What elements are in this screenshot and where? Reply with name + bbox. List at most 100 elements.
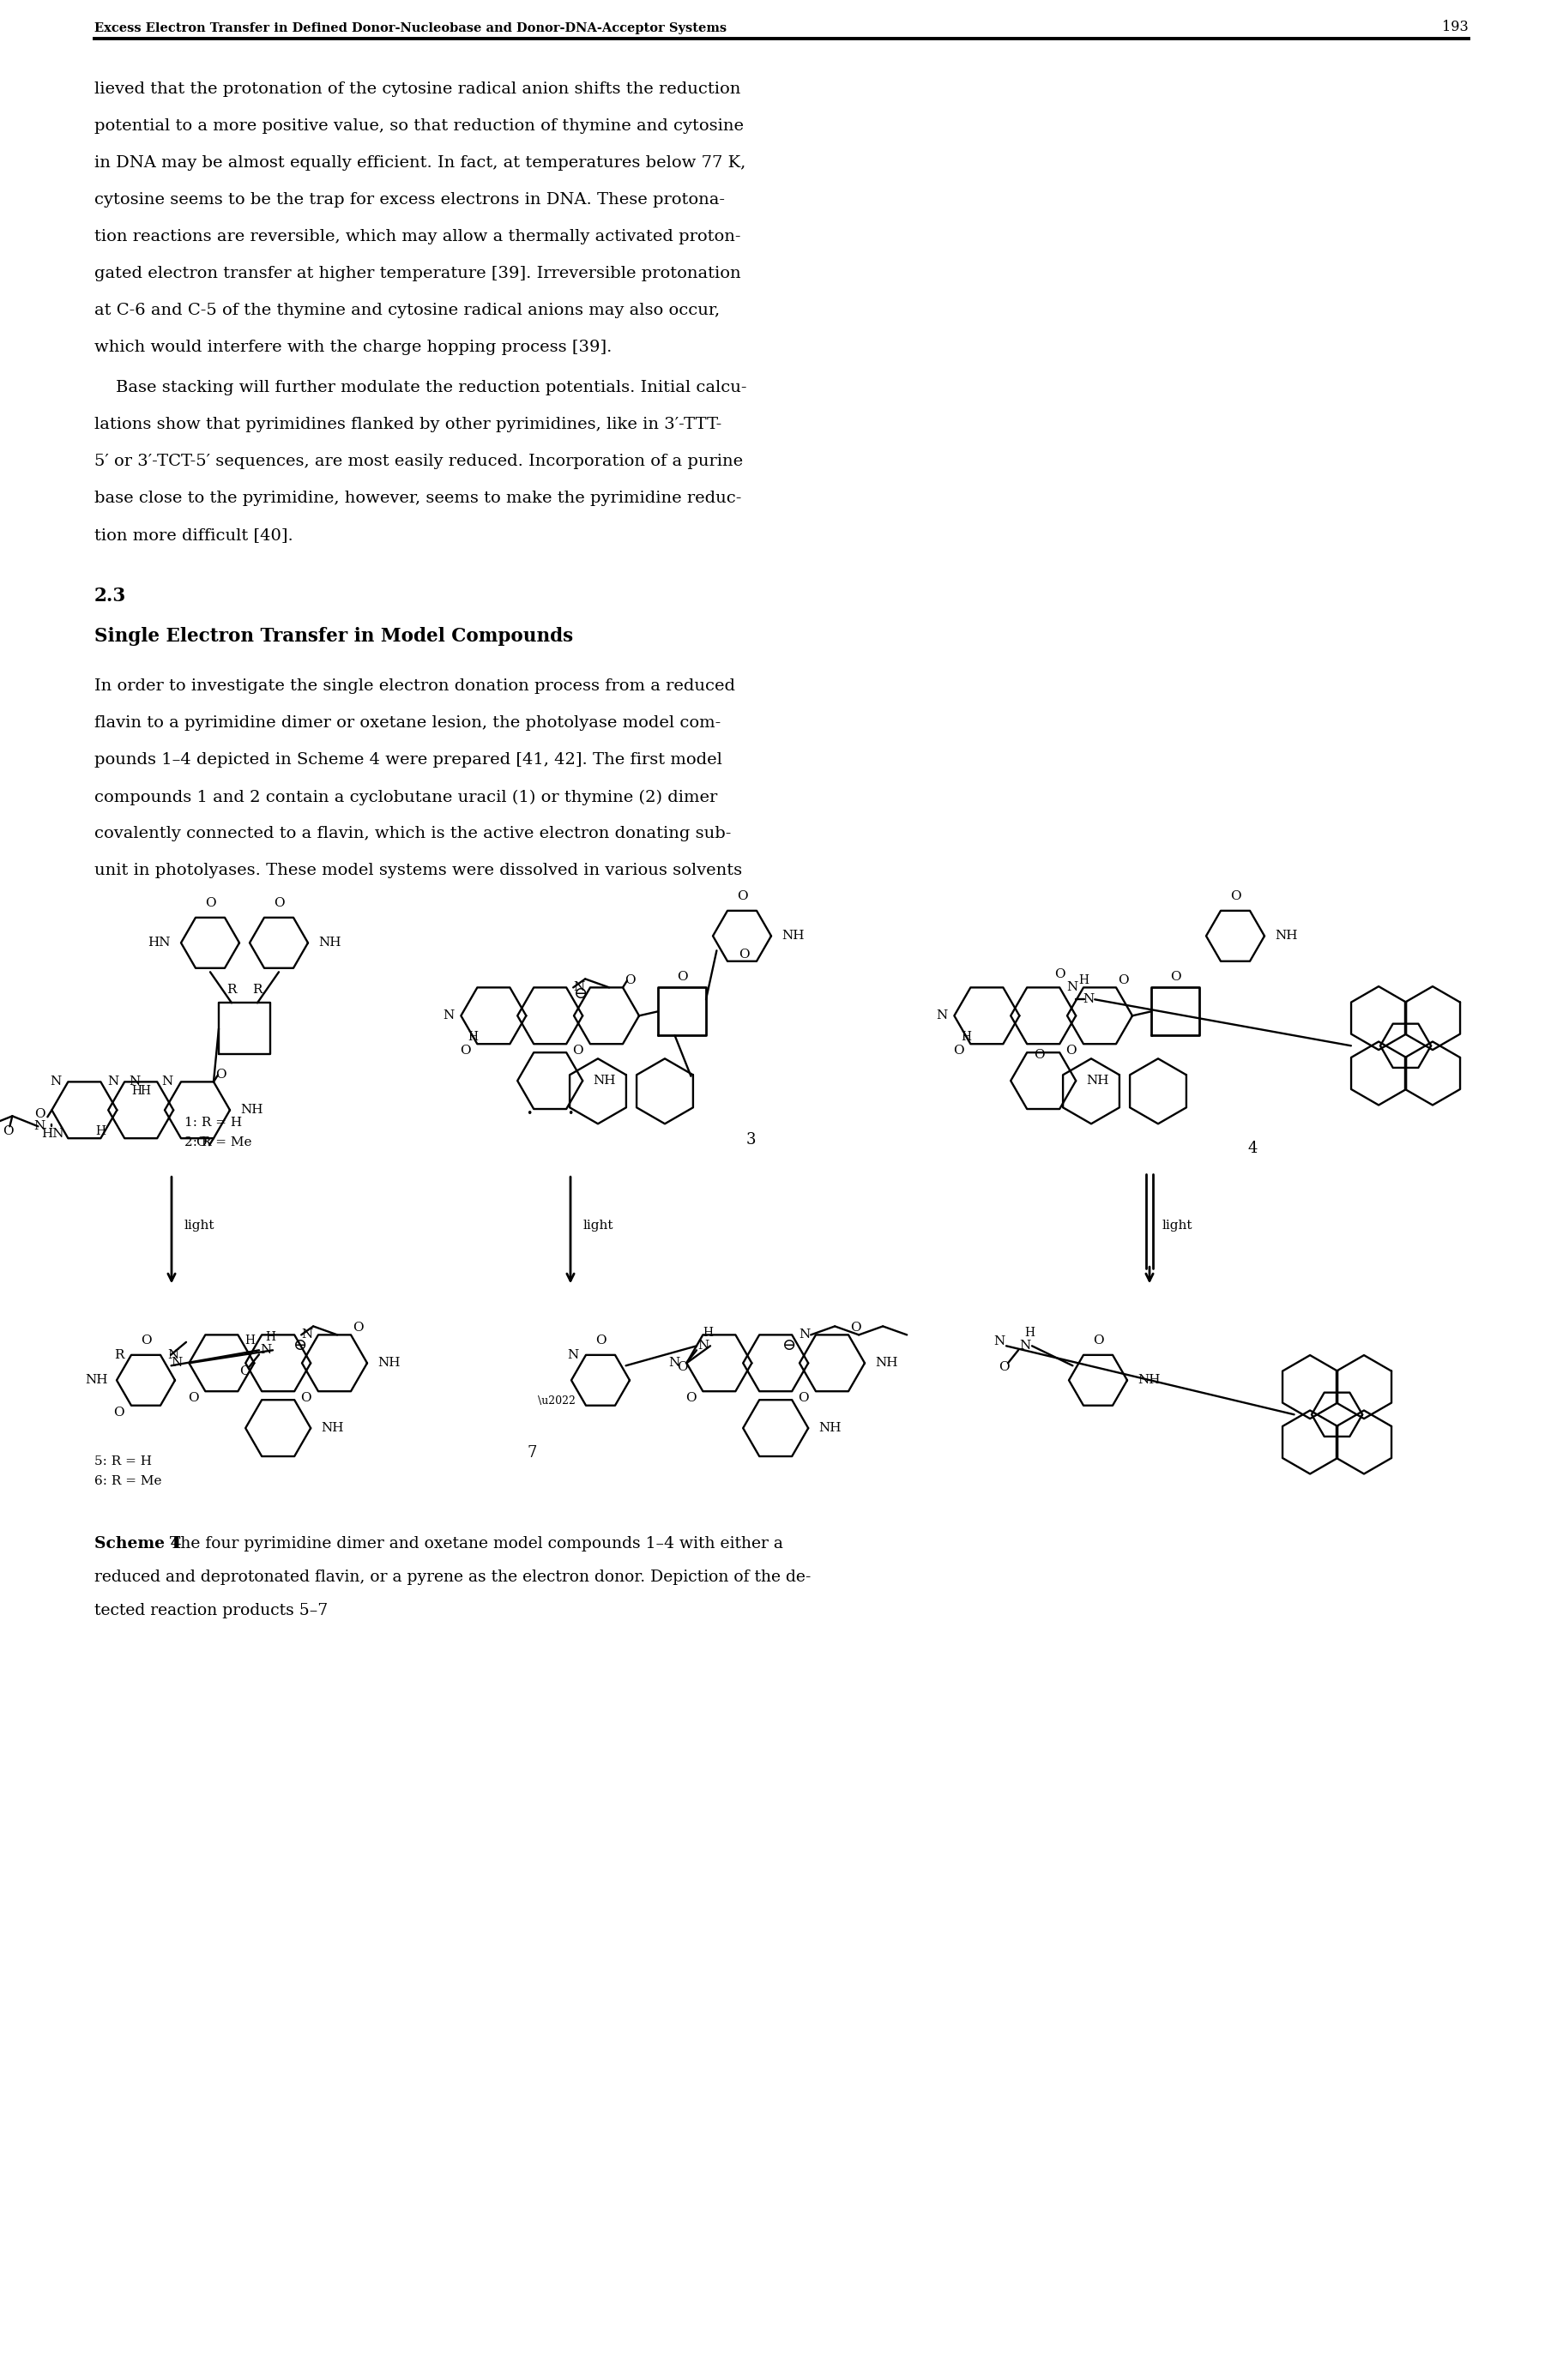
Text: 2: R = Me: 2: R = Me xyxy=(184,1138,252,1150)
Text: O: O xyxy=(1230,890,1241,902)
Text: R: R xyxy=(227,983,236,995)
Text: N: N xyxy=(1083,992,1094,1004)
Text: O: O xyxy=(736,890,747,902)
Text: O: O xyxy=(1093,1335,1103,1347)
Text: 5: R = H: 5: R = H xyxy=(94,1457,152,1468)
Text: light: light xyxy=(1163,1221,1193,1233)
Text: pounds 1–4 depicted in Scheme 4 were prepared [41, 42]. The first model: pounds 1–4 depicted in Scheme 4 were pre… xyxy=(94,752,722,769)
Text: which would interfere with the charge hopping process [39].: which would interfere with the charge ho… xyxy=(94,340,613,355)
Text: light: light xyxy=(184,1221,214,1233)
Text: N: N xyxy=(669,1357,680,1368)
Text: H: H xyxy=(703,1328,713,1340)
Text: N: N xyxy=(567,1349,578,1361)
Text: tected reaction products 5–7: tected reaction products 5–7 xyxy=(94,1602,328,1618)
Text: •: • xyxy=(527,1107,533,1119)
Text: H: H xyxy=(131,1085,142,1097)
Text: O: O xyxy=(596,1335,606,1347)
Text: NH: NH xyxy=(86,1373,108,1385)
Text: N: N xyxy=(1019,1340,1032,1352)
Text: NH: NH xyxy=(875,1357,897,1368)
Text: N: N xyxy=(799,1328,810,1340)
Text: N: N xyxy=(170,1357,183,1368)
Text: NH: NH xyxy=(1086,1076,1108,1088)
Text: N: N xyxy=(442,1009,455,1021)
Text: at C-6 and C-5 of the thymine and cytosine radical anions may also occur,: at C-6 and C-5 of the thymine and cytosi… xyxy=(94,302,721,319)
Text: NH: NH xyxy=(592,1076,616,1088)
Text: In order to investigate the single electron donation process from a reduced: In order to investigate the single elect… xyxy=(94,678,735,695)
Text: flavin to a pyrimidine dimer or oxetane lesion, the photolyase model com-: flavin to a pyrimidine dimer or oxetane … xyxy=(94,716,721,731)
Text: potential to a more positive value, so that reduction of thymine and cytosine: potential to a more positive value, so t… xyxy=(94,119,744,133)
Text: O: O xyxy=(141,1335,152,1347)
Text: O: O xyxy=(216,1069,227,1081)
Text: O: O xyxy=(624,976,635,988)
Text: O: O xyxy=(999,1361,1010,1373)
Text: NH: NH xyxy=(819,1423,841,1435)
Text: H: H xyxy=(1078,976,1089,988)
Text: N: N xyxy=(128,1076,141,1088)
Text: 2.3: 2.3 xyxy=(94,585,127,605)
Text: unit in photolyases. These model systems were dissolved in various solvents: unit in photolyases. These model systems… xyxy=(94,864,742,878)
Text: NH: NH xyxy=(1275,931,1297,942)
Text: H: H xyxy=(95,1126,106,1138)
Text: H: H xyxy=(1024,1328,1035,1340)
Text: O: O xyxy=(677,971,688,983)
Text: N: N xyxy=(161,1076,173,1088)
Text: light: light xyxy=(583,1221,614,1233)
Text: H: H xyxy=(961,1031,971,1042)
Text: \u2022: \u2022 xyxy=(538,1395,575,1407)
Text: R: R xyxy=(252,983,263,995)
Text: N: N xyxy=(994,1335,1005,1347)
Text: 5′ or 3′-TCT-5′ sequences, are most easily reduced. Incorporation of a purine: 5′ or 3′-TCT-5′ sequences, are most easi… xyxy=(94,455,742,469)
Text: The four pyrimidine dimer and oxetane model compounds 1–4 with either a: The four pyrimidine dimer and oxetane mo… xyxy=(164,1535,783,1552)
Text: O: O xyxy=(352,1321,363,1335)
Text: Base stacking will further modulate the reduction potentials. Initial calcu-: Base stacking will further modulate the … xyxy=(94,381,747,395)
Text: O: O xyxy=(1169,971,1180,983)
Text: O: O xyxy=(850,1321,861,1335)
Text: O: O xyxy=(34,1109,45,1121)
Text: in DNA may be almost equally efficient. In fact, at temperatures below 77 K,: in DNA may be almost equally efficient. … xyxy=(94,155,746,171)
Text: 4: 4 xyxy=(1247,1140,1257,1157)
Text: NH: NH xyxy=(241,1104,263,1116)
Text: •: • xyxy=(567,1107,574,1119)
Text: N: N xyxy=(108,1076,119,1088)
Text: O: O xyxy=(3,1126,14,1138)
Text: N: N xyxy=(302,1328,313,1340)
Text: 3: 3 xyxy=(746,1133,755,1147)
Text: NH: NH xyxy=(320,1423,344,1435)
Text: 7: 7 xyxy=(527,1445,536,1461)
Text: O: O xyxy=(274,897,284,909)
Text: N: N xyxy=(936,1009,947,1021)
Text: O: O xyxy=(114,1407,125,1418)
Text: O: O xyxy=(1033,1050,1044,1061)
Text: ⊖: ⊖ xyxy=(782,1338,796,1354)
Text: 6: R = Me: 6: R = Me xyxy=(94,1476,161,1488)
Text: O: O xyxy=(188,1392,199,1404)
Text: base close to the pyrimidine, however, seems to make the pyrimidine reduc-: base close to the pyrimidine, however, s… xyxy=(94,490,741,507)
Text: NH: NH xyxy=(1138,1373,1160,1385)
Text: HN: HN xyxy=(148,938,170,950)
Text: ⊖: ⊖ xyxy=(294,1338,308,1354)
Text: tion more difficult [40].: tion more difficult [40]. xyxy=(94,528,294,543)
Text: N: N xyxy=(574,981,585,992)
Text: O: O xyxy=(239,1366,250,1378)
Text: tion reactions are reversible, which may allow a thermally activated proton-: tion reactions are reversible, which may… xyxy=(94,228,741,245)
Text: H: H xyxy=(467,1031,478,1042)
Text: O: O xyxy=(1053,969,1064,981)
Text: N: N xyxy=(167,1349,178,1361)
Text: N: N xyxy=(50,1076,61,1088)
Text: NH: NH xyxy=(782,931,805,942)
Text: O: O xyxy=(1118,976,1128,988)
Text: O: O xyxy=(205,897,216,909)
Text: NH: NH xyxy=(319,938,341,950)
Text: Single Electron Transfer in Model Compounds: Single Electron Transfer in Model Compou… xyxy=(94,626,574,645)
Text: N: N xyxy=(33,1121,45,1133)
Text: lations show that pyrimidines flanked by other pyrimidines, like in 3′-TTT-: lations show that pyrimidines flanked by… xyxy=(94,416,722,433)
Text: O: O xyxy=(300,1392,311,1404)
Text: O: O xyxy=(685,1392,696,1404)
Text: N: N xyxy=(261,1345,272,1357)
Text: O: O xyxy=(677,1361,688,1373)
Text: O: O xyxy=(799,1392,810,1404)
Text: O: O xyxy=(1066,1045,1077,1057)
Text: H: H xyxy=(141,1085,150,1097)
Text: O: O xyxy=(195,1138,206,1150)
